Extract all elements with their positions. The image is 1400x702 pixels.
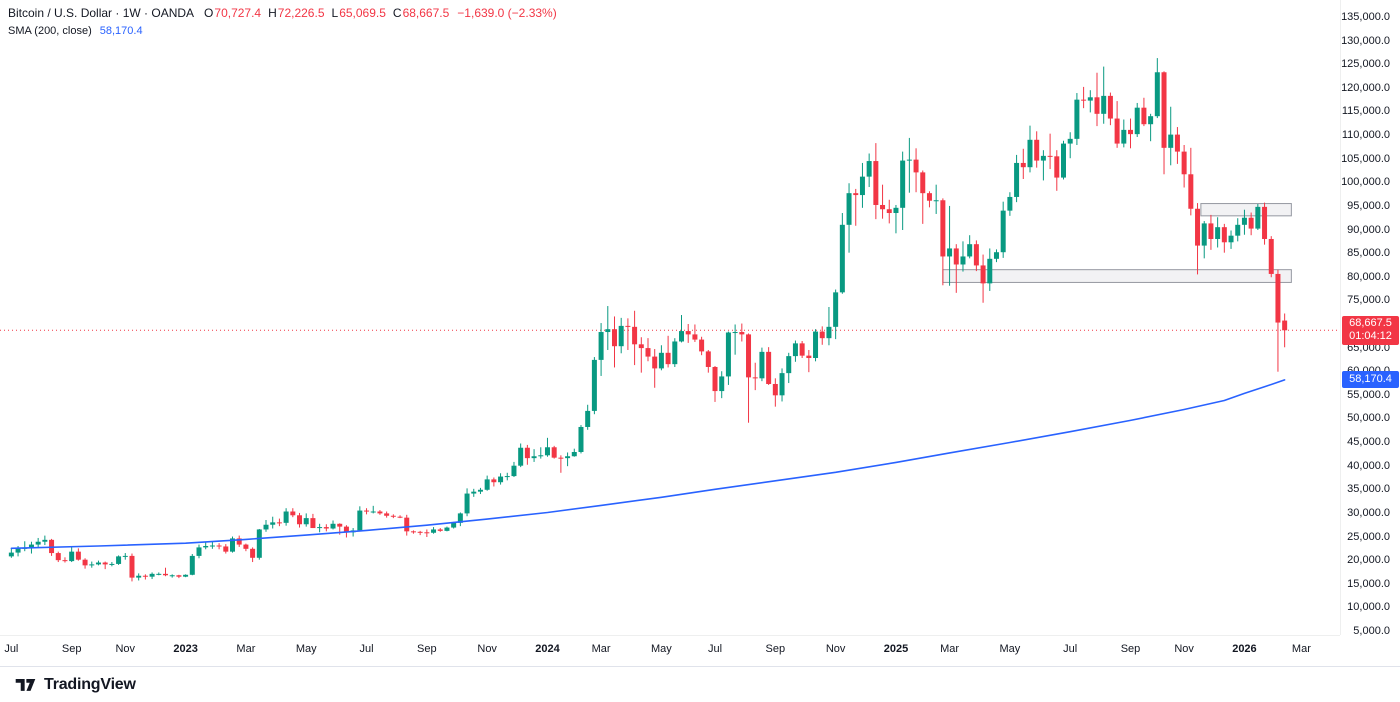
price-axis[interactable]: 5,000.0 10,000.0 15,000.0 20,000.0 25,000.0 3… xyxy=(1340,0,1400,637)
time-axis-label: Sep xyxy=(61,643,82,655)
price-axis-label: 105,000.0 xyxy=(1341,152,1390,165)
countdown-timer: 01:04:12 xyxy=(1349,330,1392,343)
ohlc-close: C68,667.5 xyxy=(392,6,450,20)
price-axis-label: 85,000.0 xyxy=(1347,247,1390,260)
symbol-title[interactable]: Bitcoin / U.S. Dollar · 1W · OANDA xyxy=(8,6,195,20)
price-axis-label: 125,000.0 xyxy=(1341,58,1390,71)
time-axis-label: Sep xyxy=(417,643,437,655)
sma-value-badge: 58,170.4 xyxy=(1342,370,1399,388)
time-axis-label: Jul xyxy=(4,643,19,655)
last-price-badge: 68,667.5 01:04:12 xyxy=(1342,316,1399,346)
time-axis-label: Mar xyxy=(236,643,256,655)
price-axis-label: 130,000.0 xyxy=(1341,34,1390,47)
chart-area[interactable]: Bitcoin / U.S. Dollar · 1W · OANDA O70,7… xyxy=(0,0,1340,635)
time-axis-label: Sep xyxy=(765,643,786,655)
price-axis-label: 120,000.0 xyxy=(1341,81,1390,94)
time-axis-label: Jul xyxy=(1063,643,1078,655)
price-change: −1,639.0 (−2.33%) xyxy=(457,6,557,20)
time-axis-label: Mar xyxy=(1291,643,1311,655)
ohlc-high: H72,226.5 xyxy=(268,6,325,20)
time-axis[interactable]: Jul Sep Nov 2023 Mar May Jul Sep Nov 2024 Mar May Ju… xyxy=(0,635,1340,667)
time-axis-label: Jul xyxy=(707,643,723,655)
time-axis-label: Nov xyxy=(115,643,136,655)
price-axis-label: 100,000.0 xyxy=(1341,176,1390,189)
price-axis-label: 15,000.0 xyxy=(1347,577,1390,590)
time-axis-label: 2024 xyxy=(535,643,560,655)
price-axis-label: 115,000.0 xyxy=(1341,105,1390,118)
time-axis-label: Mar xyxy=(940,643,960,655)
legend: Bitcoin / U.S. Dollar · 1W · OANDA O70,7… xyxy=(8,5,557,39)
price-axis-label: 110,000.0 xyxy=(1341,129,1390,142)
price-axis-label: 10,000.0 xyxy=(1347,601,1390,614)
time-axis-label: May xyxy=(295,643,317,655)
price-axis-label: 95,000.0 xyxy=(1347,199,1390,212)
tradingview-brand-text[interactable]: TradingView xyxy=(44,675,136,693)
price-axis-label: 75,000.0 xyxy=(1347,294,1390,307)
price-axis-label: 5,000.0 xyxy=(1353,625,1390,637)
time-axis-label: 2025 xyxy=(883,643,909,655)
time-axis-label: 2026 xyxy=(1232,643,1257,655)
time-axis-label: May xyxy=(999,643,1021,655)
price-axis-label: 80,000.0 xyxy=(1347,270,1390,283)
price-axis-label: 55,000.0 xyxy=(1347,388,1390,401)
time-axis-label: Nov xyxy=(825,643,846,655)
price-axis-label: 135,000.0 xyxy=(1341,11,1390,23)
price-axis-label: 40,000.0 xyxy=(1347,459,1390,472)
indicator-label[interactable]: SMA (200, close) xyxy=(8,25,92,37)
time-axis-label: Jul xyxy=(359,643,374,655)
price-axis-label: 25,000.0 xyxy=(1347,530,1390,543)
time-axis-label: Sep xyxy=(1120,643,1141,655)
ohlc-low: L65,069.5 xyxy=(331,6,386,20)
price-axis-label: 50,000.0 xyxy=(1347,412,1390,425)
last-price-label: 68,667.5 xyxy=(1349,317,1392,330)
candlestick-chart[interactable] xyxy=(0,0,1340,635)
time-axis-label: May xyxy=(651,643,672,655)
time-axis-label: Mar xyxy=(591,643,611,655)
indicator-value: 58,170.4 xyxy=(99,25,143,37)
price-axis-label: 35,000.0 xyxy=(1347,483,1390,496)
time-axis-label: Nov xyxy=(1174,643,1194,655)
price-axis-label: 20,000.0 xyxy=(1347,554,1390,567)
sma-value-label: 58,170.4 xyxy=(1349,372,1392,385)
footer: TradingView xyxy=(0,666,1400,702)
time-axis-label: Nov xyxy=(477,643,497,655)
price-axis-label: 45,000.0 xyxy=(1347,436,1390,449)
tradingview-logo-icon[interactable] xyxy=(14,673,37,696)
ohlc-open: O70,727.4 xyxy=(204,6,262,20)
symbol-row: Bitcoin / U.S. Dollar · 1W · OANDA O70,7… xyxy=(8,5,557,21)
indicator-row: SMA (200, close) 58,170.4 xyxy=(8,23,557,39)
time-axis-label: 2023 xyxy=(173,643,198,655)
price-axis-label: 30,000.0 xyxy=(1347,506,1390,519)
price-axis-label: 90,000.0 xyxy=(1347,223,1390,236)
